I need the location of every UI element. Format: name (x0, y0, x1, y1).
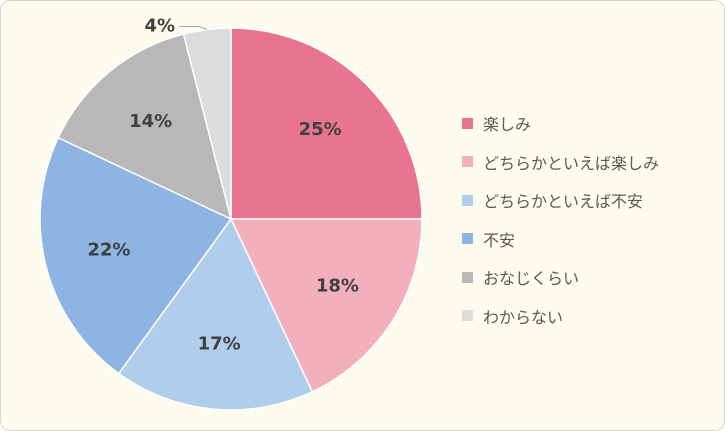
legend-swatch (462, 271, 473, 283)
legend-swatch (462, 117, 473, 129)
data-label: 14% (129, 111, 172, 132)
legend-label: どちらかといえば楽しみ (483, 153, 660, 173)
legend-label: おなじくらい (483, 269, 580, 289)
pie-slice (117, 217, 314, 411)
legend-item-dochiraka-tanoshimi: どちらかといえば楽しみ (462, 143, 659, 182)
data-label: 17% (198, 334, 241, 355)
legend-item-dochiraka-fuan: どちらかといえば不安 (462, 181, 659, 220)
pie-slice (229, 218, 423, 393)
legend-swatch (462, 310, 473, 322)
legend-item-wakaranai: わからない (462, 297, 659, 336)
pie-slice (230, 27, 423, 220)
data-label: 18% (316, 276, 359, 297)
legend-swatch (462, 233, 473, 245)
legend-label: どちらかといえば不安 (483, 192, 644, 212)
pie-slice (57, 33, 233, 221)
legend-swatch (462, 194, 473, 206)
legend-item-fuan: 不安 (462, 220, 659, 259)
legend-swatch (462, 156, 473, 168)
data-label: 22% (87, 239, 130, 260)
legend-label: わからない (483, 307, 564, 327)
legend: 楽しみ どちらかといえば楽しみ どちらかといえば不安 不安 おなじくらい わから… (462, 104, 659, 335)
leader-line (179, 26, 208, 30)
pie-slice (182, 27, 232, 220)
data-label: 4% (144, 16, 175, 37)
legend-item-tanoshimi: 楽しみ (462, 104, 659, 143)
legend-label: 不安 (483, 230, 516, 250)
legend-label: 楽しみ (483, 115, 532, 135)
legend-item-onajikurai: おなじくらい (462, 258, 659, 297)
data-label: 25% (299, 119, 342, 140)
